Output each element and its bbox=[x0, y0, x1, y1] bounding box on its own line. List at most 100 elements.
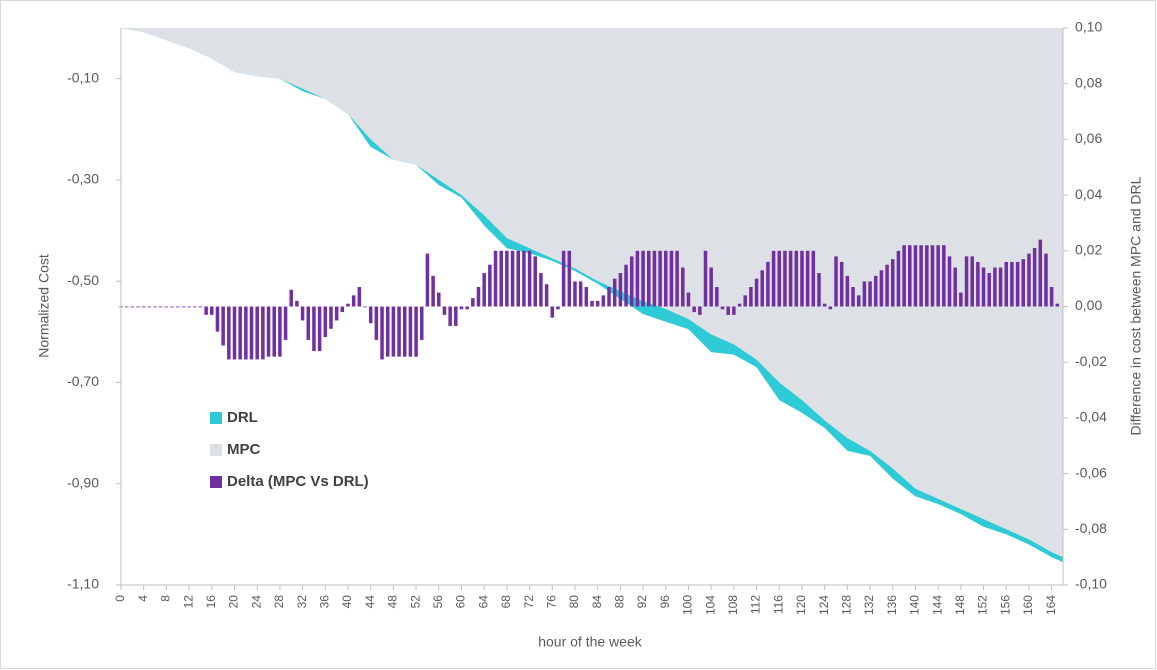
bar bbox=[1049, 287, 1054, 307]
bar bbox=[925, 245, 929, 307]
bar bbox=[210, 306, 214, 315]
bar bbox=[476, 287, 481, 307]
bar bbox=[170, 306, 174, 308]
bar bbox=[351, 295, 356, 307]
bar bbox=[959, 292, 963, 307]
x-tick-label: 4 bbox=[136, 595, 150, 602]
x-tick-label: 68 bbox=[499, 595, 513, 609]
x-tick-label: 104 bbox=[703, 595, 717, 615]
bar bbox=[300, 306, 305, 321]
x-tick-label: 24 bbox=[249, 595, 263, 609]
bar bbox=[845, 275, 850, 307]
bar bbox=[374, 306, 379, 340]
bar bbox=[715, 287, 719, 307]
bar bbox=[607, 287, 611, 307]
bar bbox=[556, 306, 560, 310]
bar bbox=[204, 306, 208, 315]
bar bbox=[601, 295, 606, 307]
y2-axis-label: Difference in cost between MPC and DRL bbox=[1128, 176, 1144, 435]
x-axis-label: hour of the week bbox=[538, 634, 643, 650]
bar bbox=[414, 306, 418, 357]
bar bbox=[550, 306, 555, 318]
y2-tick-label: 0,08 bbox=[1075, 74, 1102, 90]
bar bbox=[261, 306, 265, 360]
x-tick-label: 40 bbox=[340, 595, 354, 609]
bar bbox=[1027, 253, 1031, 307]
bar bbox=[357, 287, 362, 307]
bar bbox=[141, 306, 146, 308]
bar bbox=[232, 306, 237, 360]
bar bbox=[283, 306, 288, 340]
bar bbox=[749, 287, 753, 307]
bar bbox=[317, 306, 322, 352]
x-tick-label: 64 bbox=[476, 595, 490, 609]
bar bbox=[930, 245, 935, 307]
bar bbox=[380, 306, 384, 360]
legend-swatch bbox=[210, 412, 222, 424]
y2-tick-label: -0,06 bbox=[1075, 464, 1107, 480]
bar bbox=[584, 287, 589, 307]
bar bbox=[130, 306, 135, 308]
x-tick-label: 60 bbox=[454, 595, 468, 609]
y-tick-label: -0,30 bbox=[67, 171, 99, 187]
bar bbox=[709, 267, 713, 307]
bar bbox=[215, 306, 220, 332]
bar bbox=[482, 273, 486, 307]
bar bbox=[539, 273, 543, 307]
bar bbox=[771, 250, 776, 307]
bar bbox=[862, 281, 867, 307]
bar bbox=[187, 306, 191, 308]
bar bbox=[249, 306, 254, 360]
bar bbox=[800, 250, 804, 307]
bar bbox=[402, 306, 407, 357]
bar bbox=[635, 250, 640, 307]
bar bbox=[147, 306, 152, 308]
x-tick-label: 140 bbox=[908, 595, 922, 615]
bar bbox=[879, 270, 884, 307]
bar bbox=[856, 295, 861, 307]
bar bbox=[805, 250, 810, 307]
y2-tick-label: -0,04 bbox=[1075, 409, 1107, 425]
bar bbox=[822, 303, 827, 307]
x-tick-label: 76 bbox=[544, 595, 558, 609]
bar bbox=[794, 250, 799, 307]
x-tick-label: 0 bbox=[113, 595, 127, 602]
bar bbox=[363, 306, 367, 308]
bar bbox=[964, 256, 969, 307]
bar bbox=[368, 306, 373, 324]
bar bbox=[272, 306, 276, 357]
bar bbox=[295, 300, 299, 307]
bar bbox=[726, 306, 730, 315]
legend-label: DRL bbox=[227, 409, 258, 426]
bar bbox=[681, 267, 685, 307]
y2-tick-label: -0,08 bbox=[1075, 520, 1107, 536]
x-tick-label: 12 bbox=[181, 595, 195, 609]
bar bbox=[437, 292, 441, 307]
bar bbox=[754, 278, 759, 307]
bar bbox=[664, 250, 668, 307]
bar bbox=[777, 250, 782, 307]
bar bbox=[1038, 239, 1043, 307]
x-tick-label: 128 bbox=[840, 595, 854, 615]
y2-tick-label: 0,04 bbox=[1075, 186, 1102, 202]
bar bbox=[658, 250, 662, 307]
x-tick-label: 20 bbox=[227, 595, 241, 609]
x-tick-label: 120 bbox=[794, 595, 808, 615]
bar bbox=[510, 250, 515, 307]
area bbox=[121, 28, 1063, 558]
bar bbox=[397, 306, 401, 357]
bar bbox=[255, 306, 259, 360]
bar bbox=[493, 250, 498, 307]
y-tick-label: -0,10 bbox=[67, 69, 99, 85]
bar bbox=[703, 250, 708, 307]
x-tick-label: 48 bbox=[386, 595, 400, 609]
bar bbox=[612, 278, 617, 307]
bar bbox=[567, 250, 572, 307]
bar bbox=[334, 306, 339, 321]
bar bbox=[198, 306, 203, 308]
x-tick-label: 44 bbox=[363, 595, 377, 609]
y2-tick-label: 0,06 bbox=[1075, 130, 1102, 146]
bar bbox=[811, 250, 816, 307]
x-tick-label: 132 bbox=[862, 595, 876, 615]
bar bbox=[505, 250, 509, 307]
